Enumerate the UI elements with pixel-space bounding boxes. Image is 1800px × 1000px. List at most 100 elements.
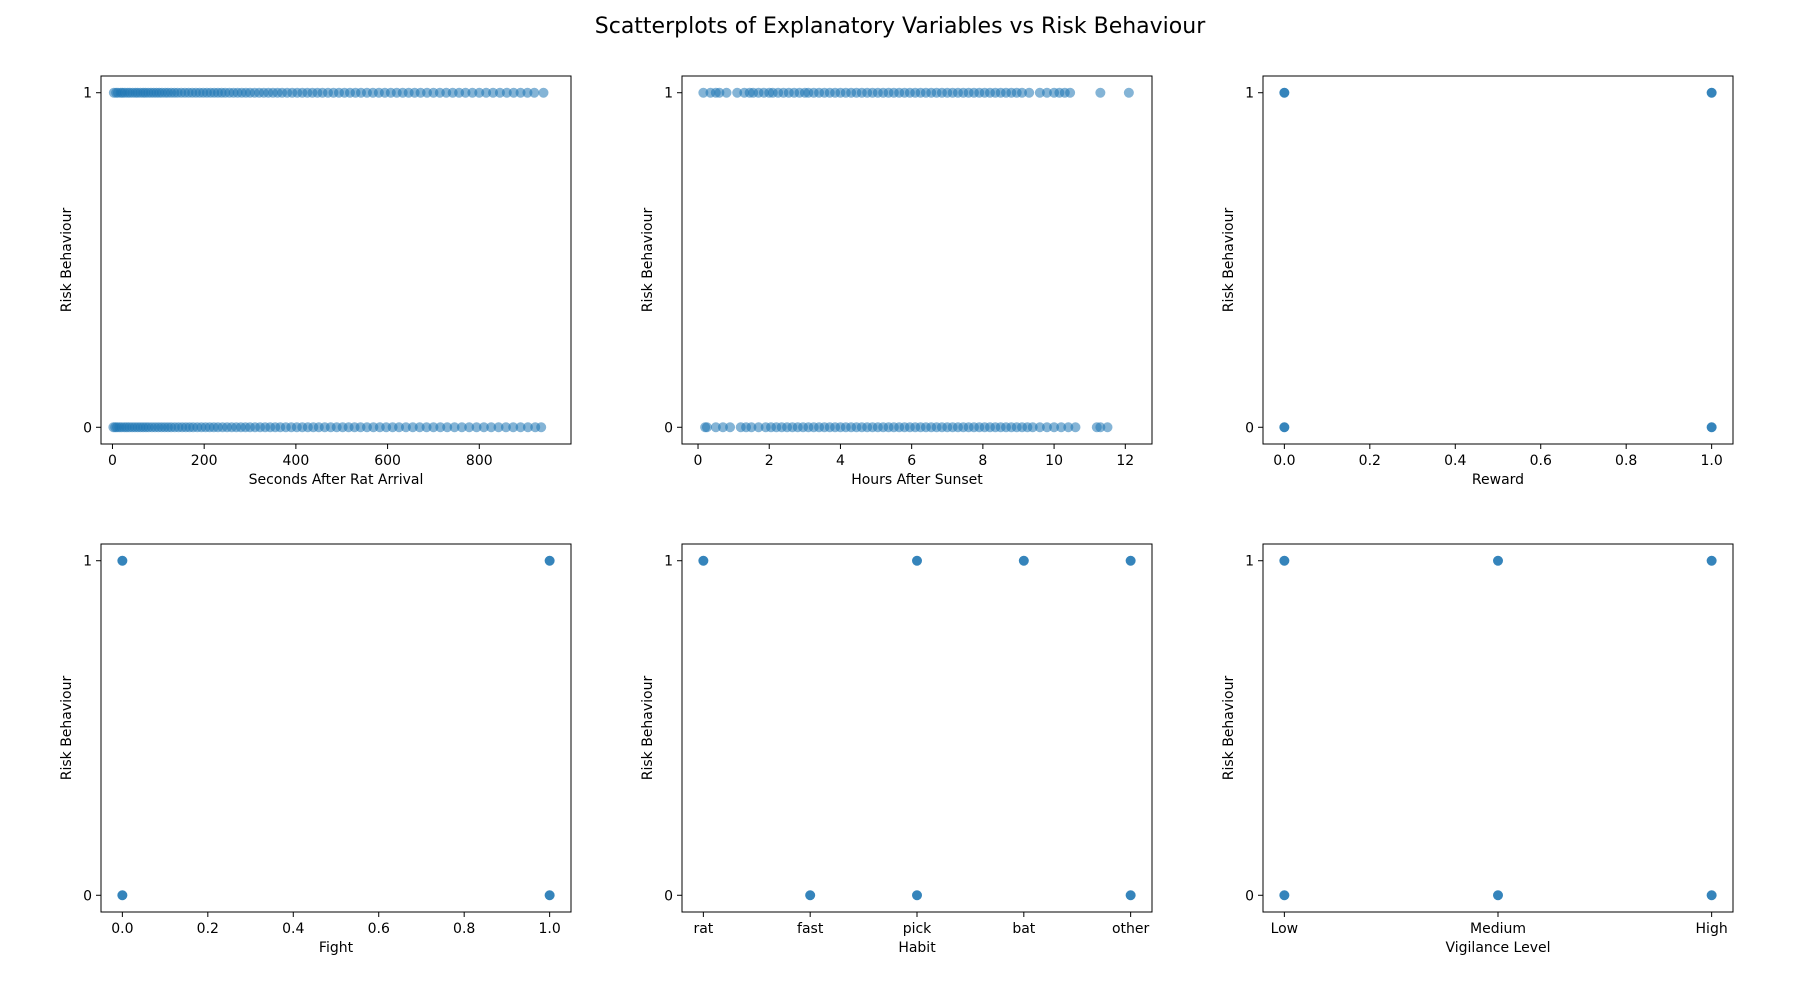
x-tick-label: other: [1112, 921, 1150, 937]
axes-frame: [681, 543, 1153, 913]
data-point: [536, 422, 547, 433]
data-point: [701, 422, 712, 433]
data-point: [486, 422, 497, 433]
y-tick-label: 0: [83, 888, 92, 904]
data-point: [481, 87, 492, 98]
data-point: [400, 422, 411, 433]
data-point: [428, 422, 439, 433]
data-point: [1279, 890, 1290, 901]
data-point: [508, 87, 519, 98]
y-tick-label: 0: [664, 888, 673, 904]
data-point: [471, 422, 482, 433]
x-axis-label: Fight: [319, 940, 354, 956]
y-axis-label: Risk Behaviour: [59, 676, 75, 781]
data-point: [1018, 555, 1029, 566]
data-point: [1102, 422, 1113, 433]
data-point: [1125, 555, 1136, 566]
data-point: [494, 87, 505, 98]
x-tick-label: 8: [978, 453, 987, 469]
x-tick-label: 0.6: [1530, 453, 1552, 469]
data-point: [1125, 890, 1136, 901]
data-point: [1095, 87, 1106, 98]
x-tick-label: 0.2: [1359, 453, 1381, 469]
x-axis-label: Hours After Sunset: [851, 472, 983, 488]
x-tick-label: fast: [797, 921, 824, 937]
data-point: [805, 890, 816, 901]
axes-frame: [100, 75, 572, 445]
data-point: [515, 87, 526, 98]
data-point: [1493, 555, 1503, 566]
subplot-1: 0 200 400 600 800 0 1 Seconds After Rat Arrival…: [59, 75, 572, 488]
x-tick-label: 0.6: [368, 921, 390, 937]
x-axis-label: Vigilance Level: [1446, 940, 1551, 956]
y-tick-label: 1: [83, 554, 92, 570]
data-point: [467, 87, 478, 98]
x-tick-label: 0.8: [1615, 453, 1637, 469]
y-axis-label: Risk Behaviour: [1221, 676, 1237, 781]
x-tick-label: 0.0: [111, 921, 133, 937]
data-point: [117, 555, 128, 566]
y-tick-label: 0: [1245, 888, 1254, 904]
data-point: [544, 890, 555, 901]
data-point: [1706, 555, 1717, 566]
x-tick-label: 0.4: [1444, 453, 1466, 469]
data-point: [414, 422, 425, 433]
x-tick-label: 400: [283, 453, 310, 469]
x-tick-label: Medium: [1470, 921, 1526, 937]
data-point: [1706, 422, 1717, 433]
data-point: [478, 422, 489, 433]
data-point: [456, 422, 467, 433]
x-tick-label: 0: [108, 453, 117, 469]
data-point: [1017, 87, 1028, 98]
x-axis-label: Reward: [1472, 472, 1524, 488]
chart-title: Scatterplots of Explanatory Variables vs…: [594, 14, 1206, 39]
data-point: [1041, 422, 1052, 433]
x-tick-label: 6: [907, 453, 916, 469]
x-tick-label: 0.0: [1273, 453, 1295, 469]
x-tick-label: 600: [374, 453, 401, 469]
subplot-2: 0 2 4 6 8 10 12 0 1 Hours After Sunset Risk Behavi…: [640, 75, 1153, 488]
data-point: [522, 422, 533, 433]
x-tick-label: rat: [693, 921, 713, 937]
y-tick-label: 0: [83, 420, 92, 436]
data-point: [725, 422, 736, 433]
data-point: [912, 890, 922, 901]
data-point: [1024, 87, 1035, 98]
data-point: [500, 422, 511, 433]
data-point: [1027, 422, 1038, 433]
data-point: [1493, 890, 1503, 901]
x-tick-label: 10: [1045, 453, 1063, 469]
data-point: [464, 422, 475, 433]
x-tick-label: 12: [1116, 453, 1134, 469]
data-point: [501, 87, 512, 98]
x-axis-label: Seconds After Rat Arrival: [249, 472, 424, 488]
y-tick-label: 1: [664, 86, 673, 102]
y-tick-label: 0: [1245, 420, 1254, 436]
x-tick-label: 0.4: [282, 921, 304, 937]
data-point: [394, 422, 405, 433]
data-point: [421, 422, 432, 433]
data-point: [1279, 555, 1290, 566]
data-point: [544, 555, 555, 566]
x-tick-label: 1.0: [1701, 453, 1723, 469]
data-point: [442, 422, 453, 433]
data-point: [753, 422, 764, 433]
x-tick-label: 4: [836, 453, 845, 469]
x-tick-label: Low: [1271, 921, 1299, 937]
y-axis-label: Risk Behaviour: [59, 208, 75, 313]
axes-frame: [681, 75, 1153, 445]
x-axis-label: Habit: [898, 940, 936, 956]
data-point: [698, 87, 709, 98]
x-tick-label: bat: [1012, 921, 1035, 937]
data-point: [714, 87, 725, 98]
data-point: [710, 422, 721, 433]
x-tick-label: 0: [694, 453, 703, 469]
x-tick-label: pick: [903, 921, 932, 937]
data-point: [407, 422, 418, 433]
subplot-4: 0.0 0.2 0.4 0.6 0.8 1.0 0 1 Fight Risk Behaviour: [59, 543, 572, 956]
data-point: [698, 555, 709, 566]
data-point: [746, 422, 757, 433]
data-point: [1049, 422, 1060, 433]
axes-frame: [1262, 543, 1734, 913]
